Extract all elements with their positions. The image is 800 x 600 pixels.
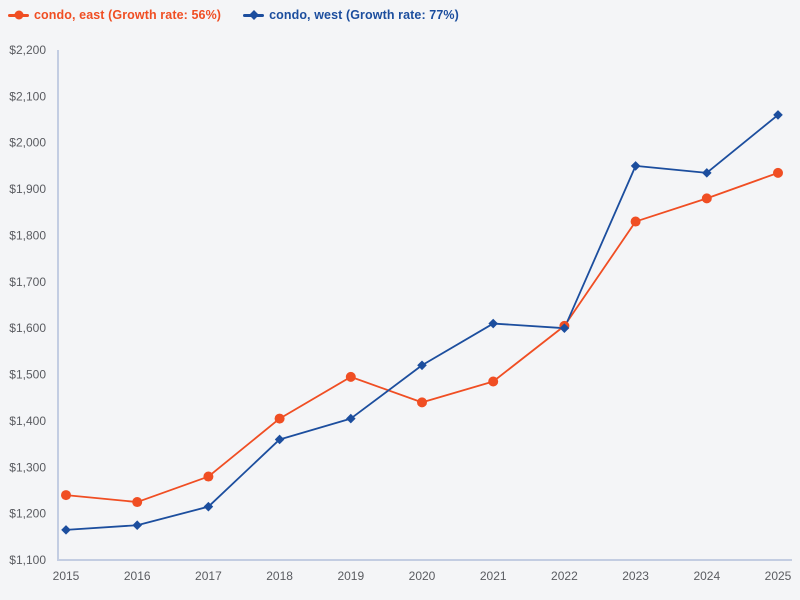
y-tick-label: $1,300 <box>9 460 46 474</box>
data-point-condo-east-2018 <box>274 413 285 424</box>
data-point-condo-west-2025 <box>773 110 783 120</box>
y-tick-label: $1,400 <box>9 414 46 428</box>
legend-item-condo-west[interactable]: condo, west (Growth rate: 77%) <box>243 8 459 22</box>
data-point-condo-west-2019 <box>346 413 356 424</box>
data-point-condo-east-2015 <box>61 490 71 501</box>
data-point-condo-east-2024 <box>701 193 712 204</box>
data-point-condo-east-2021 <box>488 376 499 387</box>
legend-item-condo-east[interactable]: condo, east (Growth rate: 56%) <box>8 8 221 22</box>
data-point-condo-east-2016 <box>132 497 143 508</box>
x-tick-label: 2018 <box>266 569 293 583</box>
diamond-marker-icon <box>243 10 265 20</box>
data-point-condo-west-2016 <box>132 520 142 531</box>
y-tick-label: $2,100 <box>9 89 46 103</box>
data-point-condo-west-2020 <box>417 360 427 371</box>
y-tick-label: $2,000 <box>9 136 46 150</box>
x-tick-label: 2015 <box>53 569 80 583</box>
data-point-condo-east-2023 <box>630 216 641 227</box>
y-tick-label: $1,500 <box>9 368 46 382</box>
data-point-condo-west-2018 <box>274 434 285 445</box>
y-tick-label: $1,600 <box>9 321 46 335</box>
data-point-condo-west-2023 <box>630 161 641 171</box>
x-tick-label: 2021 <box>480 569 507 583</box>
series-line-condo-east <box>65 172 779 503</box>
x-tick-label: 2016 <box>124 569 151 583</box>
x-tick-label: 2023 <box>622 569 649 583</box>
data-point-condo-west-2022 <box>559 323 570 333</box>
x-tick-label: 2022 <box>551 569 578 583</box>
circle-marker-icon <box>8 10 29 20</box>
y-tick-label: $1,800 <box>9 228 46 242</box>
x-tick-label: 2024 <box>693 569 720 583</box>
y-tick-label: $1,100 <box>9 553 46 567</box>
legend: condo, east (Growth rate: 56%) condo, we… <box>8 8 459 22</box>
x-tick-label: 2020 <box>409 569 436 583</box>
x-tick-label: 2017 <box>195 569 222 583</box>
data-point-condo-east-2017 <box>203 471 214 482</box>
axis-lines <box>57 50 792 561</box>
data-point-condo-east-2020 <box>417 397 427 408</box>
y-tick-label: $2,200 <box>9 43 46 57</box>
legend-label-condo-west: condo, west (Growth rate: 77%) <box>269 8 459 22</box>
data-point-condo-east-2019 <box>345 371 356 382</box>
y-tick-label: $1,200 <box>9 507 46 521</box>
series-line-condo-west <box>65 114 779 531</box>
y-tick-label: $1,700 <box>9 275 46 289</box>
x-tick-label: 2019 <box>337 569 364 583</box>
x-tick-label: 2025 <box>765 569 792 583</box>
data-point-condo-west-2024 <box>702 168 712 178</box>
data-point-condo-west-2021 <box>488 318 498 329</box>
data-point-condo-east-2025 <box>773 167 783 178</box>
data-point-condo-west-2015 <box>61 525 71 535</box>
data-point-condo-west-2017 <box>203 501 214 512</box>
legend-label-condo-east: condo, east (Growth rate: 56%) <box>34 8 222 22</box>
y-tick-label: $1,900 <box>9 182 46 196</box>
